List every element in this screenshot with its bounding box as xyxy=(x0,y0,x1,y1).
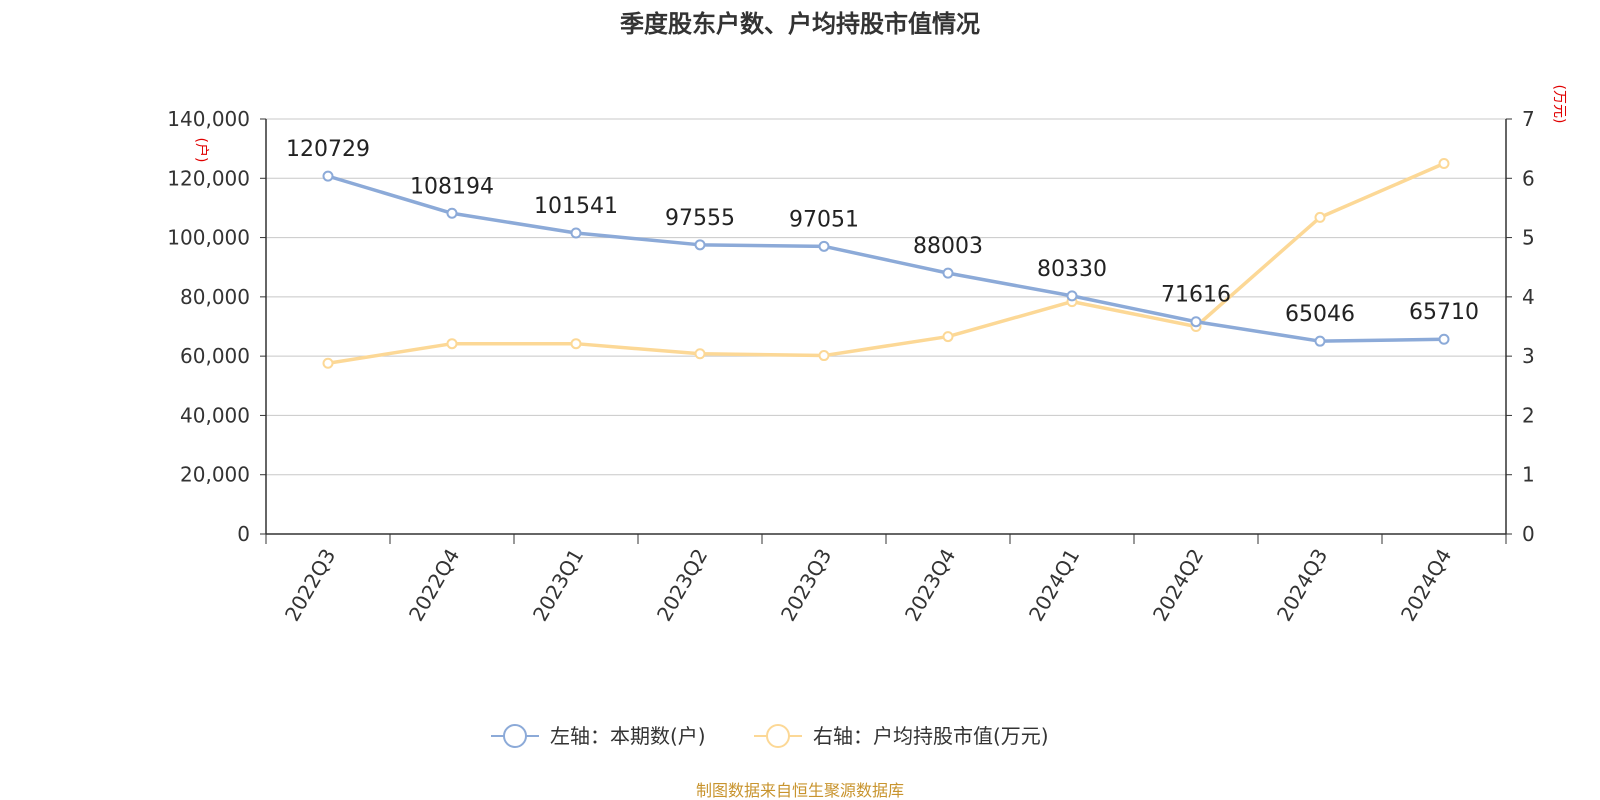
data-point-left[interactable] xyxy=(942,267,954,279)
data-label: 65046 xyxy=(1285,302,1355,327)
left-axis-tick-label: 120,000 xyxy=(167,166,250,190)
legend-marker-circle-icon xyxy=(503,724,527,748)
data-point-left[interactable] xyxy=(1190,316,1202,328)
right-axis-tick-label: 4 xyxy=(1522,285,1535,309)
grid-lines xyxy=(266,118,1506,476)
data-label: 80330 xyxy=(1037,257,1107,282)
data-point-left[interactable] xyxy=(570,227,582,239)
data-label: 108194 xyxy=(410,174,494,199)
left-axis-tick-label: 20,000 xyxy=(180,463,250,487)
data-label: 71616 xyxy=(1161,283,1231,308)
data-point-right[interactable] xyxy=(446,338,458,350)
legend: 左轴：本期数(户) 右轴：户均持股市值(万元) xyxy=(491,724,1049,748)
data-point-left[interactable] xyxy=(818,240,830,252)
x-axis-tick-label: 2023Q4 xyxy=(900,545,960,626)
data-point-left[interactable] xyxy=(1314,335,1326,347)
right-axis-tick-label: 5 xyxy=(1522,226,1535,250)
data-point-left[interactable] xyxy=(446,207,458,219)
x-axis-tick-label: 2022Q3 xyxy=(280,545,340,626)
right-axis-tick-label: 7 xyxy=(1522,107,1535,131)
x-axis-tick-label: 2024Q2 xyxy=(1148,545,1208,626)
x-axis-tick-label: 2022Q4 xyxy=(404,545,464,626)
legend-marker-circle-icon xyxy=(766,724,790,748)
x-axis-tick-label: 2024Q1 xyxy=(1024,545,1084,626)
chart-title: 季度股东户数、户均持股市值情况 xyxy=(620,10,980,38)
data-point-right[interactable] xyxy=(322,357,334,369)
data-point-right[interactable] xyxy=(570,338,582,350)
data-point-right[interactable] xyxy=(818,350,830,362)
left-axis-tick-label: 0 xyxy=(237,522,250,546)
legend-item-left[interactable]: 左轴：本期数(户) xyxy=(491,724,706,748)
left-axis-unit: (户) xyxy=(193,138,210,163)
data-point-left[interactable] xyxy=(694,239,706,251)
data-point-left[interactable] xyxy=(1066,290,1078,302)
data-label: 65710 xyxy=(1409,300,1479,325)
right-axis-unit: (万元) xyxy=(1551,85,1567,124)
right-axis-tick-label: 2 xyxy=(1522,403,1535,427)
data-label: 97051 xyxy=(789,207,859,232)
legend-label-left: 左轴：本期数(户) xyxy=(550,724,706,748)
x-axis-tick-label: 2024Q4 xyxy=(1396,545,1456,626)
right-axis-tick-label: 6 xyxy=(1522,166,1535,190)
x-axis-tick-label: 2024Q3 xyxy=(1272,545,1332,626)
data-point-right[interactable] xyxy=(942,331,954,343)
left-axis-tick-label: 40,000 xyxy=(180,403,250,427)
x-axis-tick-label: 2023Q1 xyxy=(528,545,588,626)
series-points xyxy=(322,157,1450,369)
right-axis-tick-label: 3 xyxy=(1522,344,1535,368)
left-axis-tick-label: 60,000 xyxy=(180,344,250,368)
series-line-left xyxy=(327,174,1445,343)
data-labels: 120729 108194 101541 97555 97051 88003 80330 71… xyxy=(286,137,1479,327)
legend-item-right[interactable]: 右轴：户均持股市值(万元) xyxy=(754,724,1049,748)
left-axis-tick-label: 140,000 xyxy=(167,107,250,131)
data-point-left[interactable] xyxy=(1438,333,1450,345)
series-lines xyxy=(327,161,1445,365)
data-label: 97555 xyxy=(665,206,735,231)
left-axis-tick-label: 80,000 xyxy=(180,285,250,309)
data-label: 101541 xyxy=(534,194,618,219)
x-axis-tick-label: 2023Q2 xyxy=(652,545,712,626)
series-line-right xyxy=(327,161,1445,365)
x-axis-tick-label: 2023Q3 xyxy=(776,545,836,626)
data-point-left[interactable] xyxy=(322,170,334,182)
left-axis-tick-label: 100,000 xyxy=(167,226,250,250)
data-point-right[interactable] xyxy=(1314,211,1326,223)
data-label: 120729 xyxy=(286,137,370,162)
data-source: 制图数据来自恒生聚源数据库 xyxy=(696,781,904,800)
data-point-right[interactable] xyxy=(694,348,706,360)
data-label: 88003 xyxy=(913,234,983,259)
data-point-right[interactable] xyxy=(1438,157,1450,169)
legend-label-right: 右轴：户均持股市值(万元) xyxy=(813,724,1049,748)
right-axis-tick-label: 0 xyxy=(1522,522,1535,546)
right-axis-tick-label: 1 xyxy=(1522,463,1535,487)
